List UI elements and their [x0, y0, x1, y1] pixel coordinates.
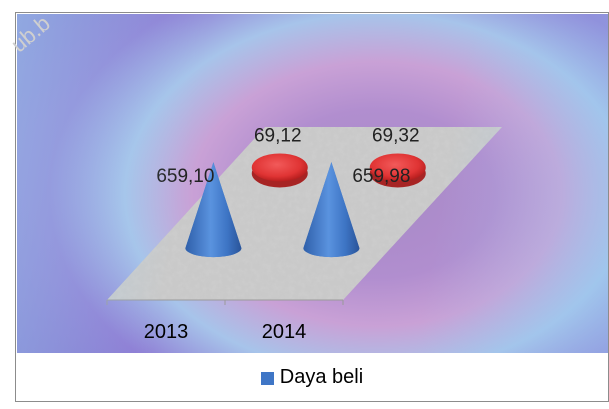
legend-label: Daya beli — [279, 365, 364, 388]
data-label: 659,10 — [156, 166, 214, 187]
x-tick-label: 2013 — [144, 321, 189, 343]
red-series-disk-edge — [369, 159, 426, 188]
blue-series-cone-base — [303, 162, 360, 258]
red-series-disk — [251, 153, 308, 182]
chart-floor-texture — [107, 127, 502, 300]
blue-series-cone — [185, 162, 242, 258]
data-label: 659,98 — [352, 166, 410, 187]
legend-swatch — [260, 371, 274, 385]
chart-frame: 69,12 69,32 659,10 659,98 2013 2014 Daya beli — [15, 12, 609, 402]
red-series-disk-edge — [251, 159, 308, 188]
chart-canvas: 69,12 69,32 659,10 659,98 2013 2014 — [106, 125, 502, 343]
blue-series-cone — [303, 162, 360, 258]
chart-floor — [107, 127, 502, 300]
legend: Daya beli — [16, 353, 608, 401]
blue-series-cone-base — [185, 162, 242, 258]
data-label: 69,12 — [254, 125, 302, 146]
plot-area: 69,12 69,32 659,10 659,98 2013 2014 — [17, 14, 608, 353]
data-label: 69,32 — [372, 125, 420, 146]
red-series-disk — [369, 153, 426, 182]
x-tick-label: 2014 — [262, 321, 307, 343]
